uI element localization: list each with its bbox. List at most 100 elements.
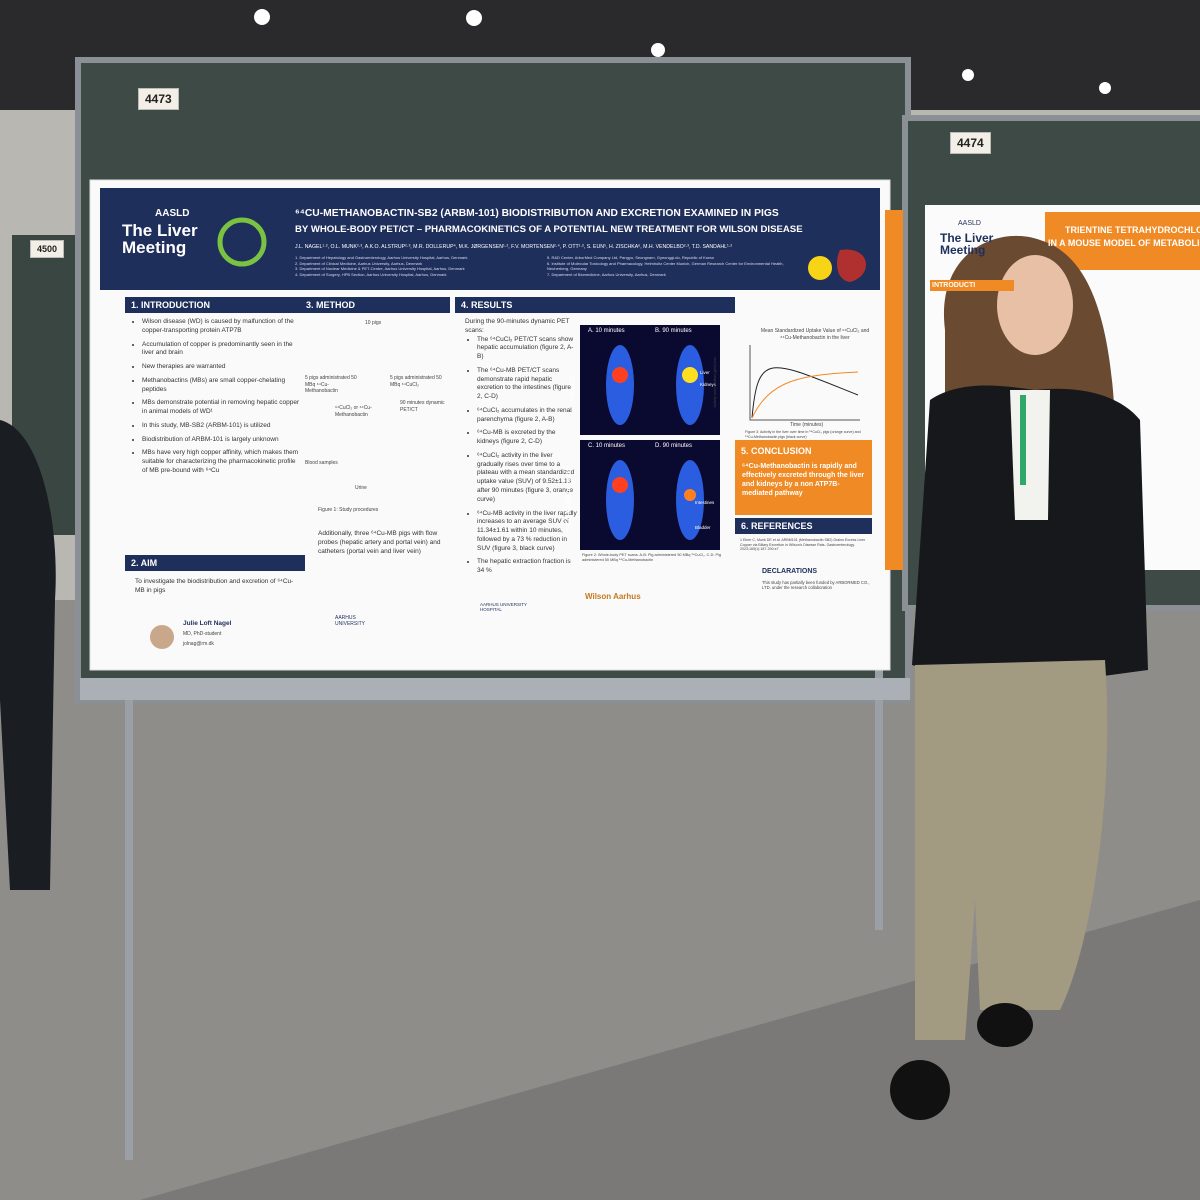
method-label: 5 pigs administrated 50 MBq ⁶⁴CuCl₂ [390, 375, 442, 388]
references-text: 1 Einer C, Munk DE et al. ARBM101 (Metha… [740, 538, 866, 552]
method-label: 10 pigs [365, 320, 382, 326]
blazer [912, 385, 1148, 690]
presenter-name: Julie Loft Nagel [183, 620, 232, 627]
aim-text: To investigate the biodistribution and e… [135, 578, 294, 594]
light [254, 9, 270, 25]
affiliation: 4. Department of Surgery, HPB Section, A… [295, 271, 447, 277]
graph-axes [749, 345, 860, 421]
affiliation: 6. Institute of Molecular Toxicology and… [547, 260, 784, 272]
organ-label: Liver [700, 370, 710, 375]
logo-org: AASLD [155, 208, 190, 219]
bullet-list: The ⁶⁴CuCl₂ PET/CT scans show hepatic ac… [465, 336, 577, 576]
presenter-role: MD, PhD-student [183, 631, 222, 637]
affiliation: 5. R&D Center, ArborMed Company Ltd, Pan… [547, 255, 714, 260]
panel-label: A. 10 minutes [588, 328, 625, 334]
affiliation: 2. Department of Clinical Medicine, Aarh… [295, 260, 423, 266]
tracer-label: ⁶⁴Cu-Methanobactin [565, 464, 573, 533]
scan-body [676, 345, 704, 425]
section-heading: 5. CONCLUSION [741, 446, 812, 456]
bullet: MBs demonstrate potential in removing he… [142, 399, 300, 417]
results-intro: During the 90-minutes dynamic PET scans: [465, 318, 570, 334]
declarations-text: This study has partially been funded by … [762, 580, 870, 591]
neighbor-title: IN A MOUSE MODEL OF METABOLIC [1048, 238, 1200, 248]
sponsor-logo: AARHUS UNIVERSITY HOSPITAL [480, 602, 527, 612]
figure-caption: Figure 1: Study procedures [318, 507, 379, 513]
affiliation: 1. Department of Hepatology and Gastroen… [295, 255, 468, 260]
scan-body [606, 460, 634, 540]
organ-label: Intestines [695, 500, 715, 505]
scan-hotspot [682, 367, 698, 383]
method-label: ⁶⁴CuCl₂ or ⁶⁴Cu-Methanobactin [335, 405, 372, 418]
bullet: ⁶⁴CuCl₂ accumulates in the renal parench… [477, 407, 577, 425]
presenter-email: jolnag@rm.dk [183, 641, 214, 647]
affiliation: 3. Department of Nuclear Medicine & PET-… [295, 266, 465, 272]
logo-ring [217, 217, 267, 267]
radiation-icon [808, 256, 832, 280]
scan-hotspot [612, 367, 628, 383]
graph-curve [751, 371, 859, 419]
bullet: ⁶⁴CuCl₂ activity in the liver gradually … [477, 452, 577, 505]
stand-leg [875, 600, 883, 930]
face [997, 255, 1073, 355]
figure-caption: Figure 2: Whole-body PET scans. A-B: Pig… [582, 553, 722, 562]
bullet: New therapies are warranted [142, 363, 300, 372]
poster-title: BY WHOLE-BODY PET/CT – PHARMACOKINETICS … [295, 224, 803, 235]
section-heading: 6. REFERENCES [735, 518, 872, 534]
shoe [977, 1003, 1033, 1047]
neighbor-title: TRIENTINE TETRAHYDROCHLO [1065, 225, 1200, 235]
conclusion-text: ⁶⁴Cu-Methanobactin is rapidly and effect… [742, 463, 865, 498]
neighbor-section: INTRODUCTI [930, 280, 1014, 291]
bullet: The ⁶⁴Cu-MB PET/CT scans demonstrate rap… [477, 367, 577, 402]
bullet: The hepatic extraction fraction is 34 % [477, 558, 577, 576]
orange-strip [885, 210, 903, 570]
sponsor-logo: AARHUS UNIVERSITY [335, 615, 366, 627]
light [962, 69, 974, 81]
light [651, 43, 665, 57]
bullet: Methanobactins (MBs) are small copper-ch… [142, 377, 300, 395]
scan-hotspot [684, 489, 696, 501]
graph-curve [751, 367, 859, 419]
poster-title: ⁶⁴CU-METHANOBACTIN-SB2 (ARBM-101) BIODIS… [295, 208, 779, 219]
lanyard [1020, 395, 1026, 485]
method-label: Urine [355, 485, 367, 491]
organ-label: Bladder [695, 525, 711, 530]
bullet: MBs have very high copper affinity, whic… [142, 449, 300, 475]
bullet: The ⁶⁴CuCl₂ PET/CT scans show hepatic ac… [477, 336, 577, 362]
conclusion-box [735, 440, 872, 515]
tracer-label: ⁶⁴CuCl₂ [569, 375, 577, 402]
board-number: 4500 [30, 240, 65, 258]
neighbor-logo-org: AASLD [958, 220, 981, 227]
method-label: 5 pigs administrated 50 MBq ⁶⁴Cu-Methano… [305, 375, 357, 394]
board-number: 4474 [950, 132, 991, 154]
liver-icon [837, 249, 867, 282]
affiliations: 1. Department of Hepatology and Gastroen… [295, 255, 795, 277]
method-text: Additionally, three ⁶⁴Cu-MB pigs with fl… [318, 530, 441, 555]
bullet-list: Wilson disease (WD) is caused by malfunc… [130, 318, 300, 476]
sponsor-logo: Wilson Aarhus [585, 592, 641, 601]
bullet: ⁶⁴Cu-MB is excreted by the kidneys (figu… [477, 429, 577, 447]
neighbor-logo-name: The Liver Meeting [940, 231, 994, 257]
light [1099, 82, 1111, 94]
results-text: During the 90-minutes dynamic PET scans:… [465, 318, 577, 581]
bullet: Wilson disease (WD) is caused by malfunc… [142, 318, 300, 336]
visitor [0, 420, 56, 890]
logo-name: The Liver Meeting [122, 221, 198, 257]
stand-leg [125, 690, 133, 1160]
light [466, 10, 482, 26]
scan-hotspot [612, 477, 628, 493]
panel-label: B. 90 minutes [655, 328, 692, 334]
shoe [890, 1060, 950, 1120]
poster-header [100, 188, 880, 290]
bullet: In this study, MB-SB2 (ARBM-101) is util… [142, 422, 300, 431]
board-rail [80, 678, 910, 700]
figure-caption: Figure 3: Activity in the liver over tim… [745, 430, 861, 439]
panel-label: C. 10 minutes [588, 443, 626, 449]
method-label: 90 minutes dynamic PET/CT [400, 400, 445, 413]
bullet: ⁶⁴Cu-MB activity in the liver rapidly in… [477, 510, 577, 554]
graph-title: Mean Standardized Uptake Value of ⁶⁴CuCl… [760, 328, 870, 341]
scan-body [606, 345, 634, 425]
organ-label: Kidneys [700, 382, 717, 387]
presenter-photo [150, 625, 174, 649]
